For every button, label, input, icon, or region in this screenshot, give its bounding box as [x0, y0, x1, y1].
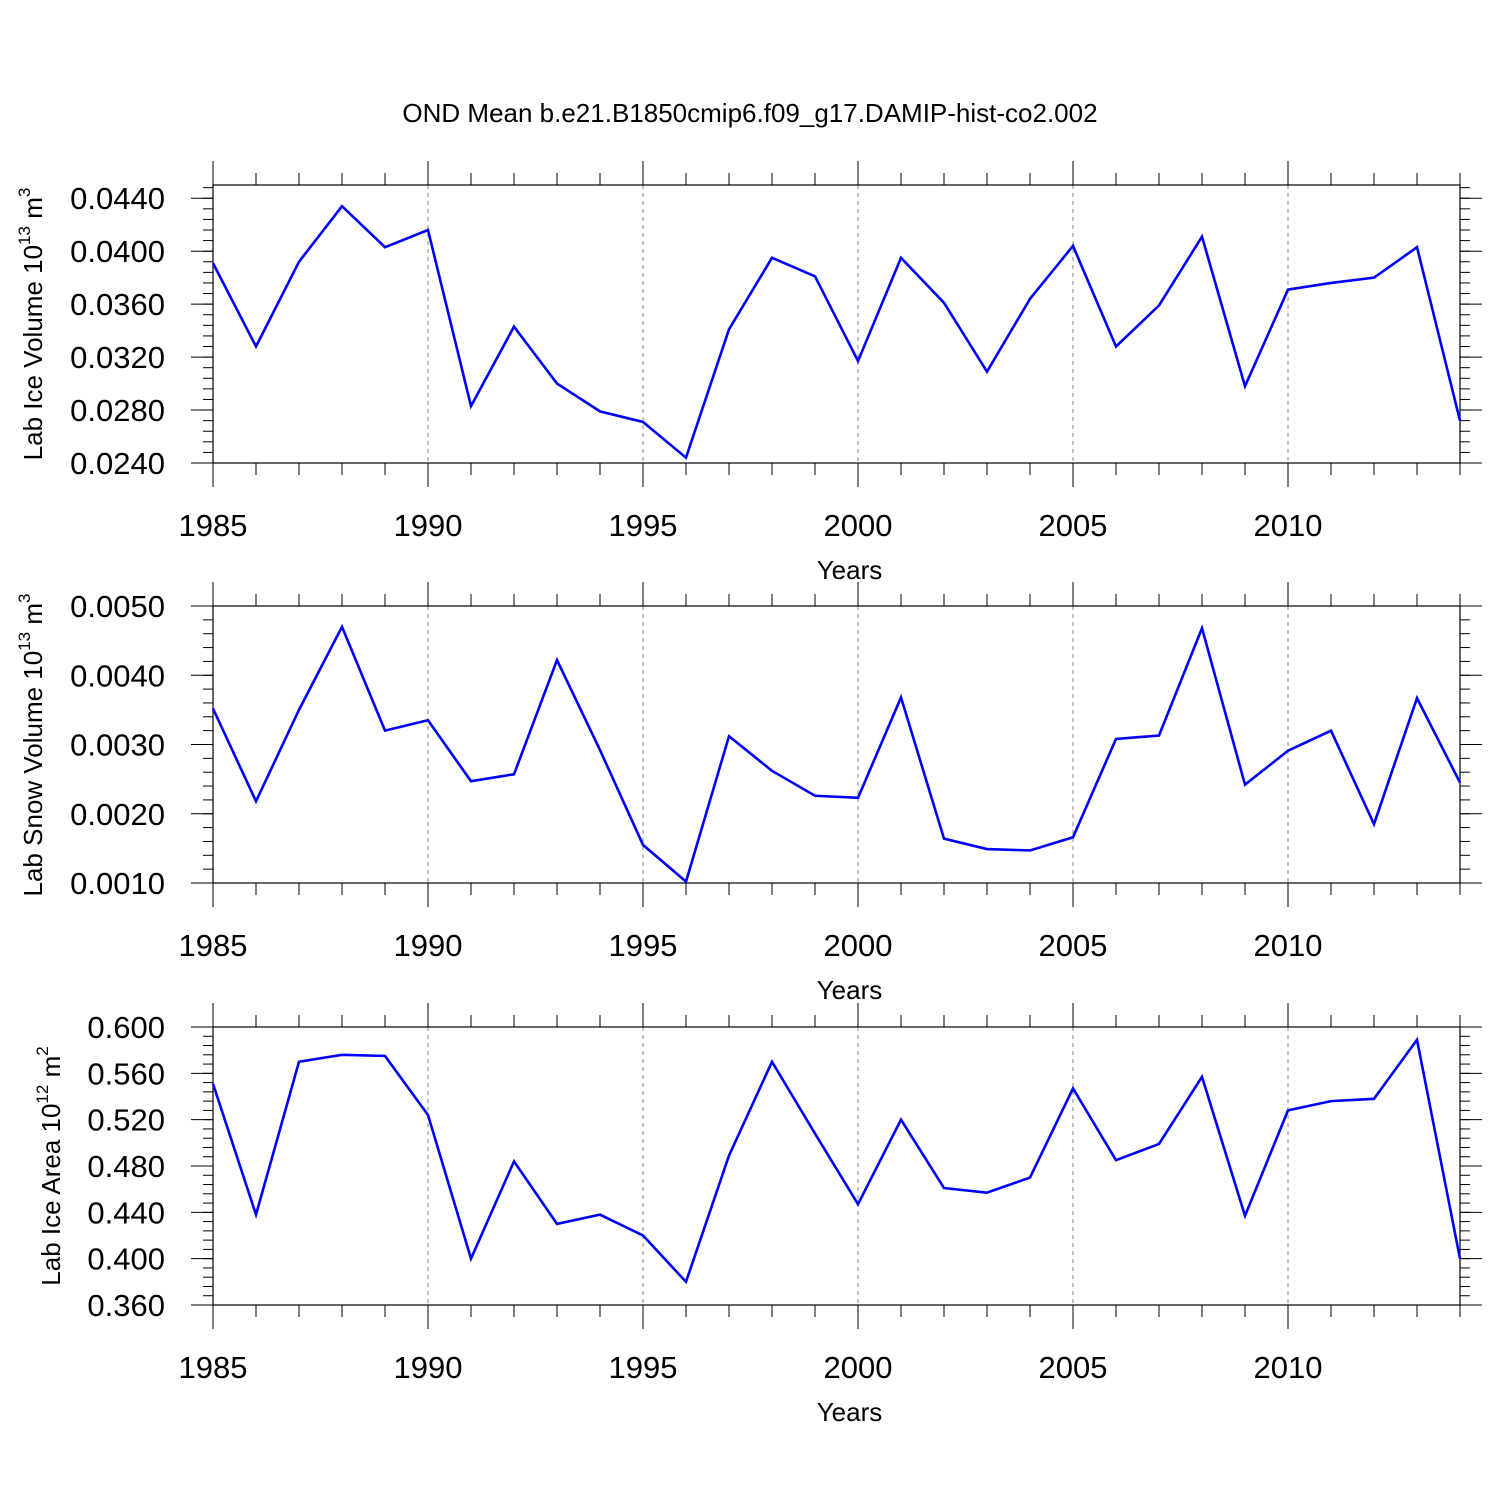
ice-area-x-tick-label: 1990	[394, 1350, 463, 1385]
snow-volume-y-axis-label-unit-exp: 3	[15, 593, 34, 602]
ice-area-x-axis-label: Years	[817, 1397, 883, 1427]
ice-volume-y-tick-label: 0.0440	[70, 181, 165, 216]
ice-volume-x-axis-label: Years	[817, 555, 883, 585]
snow-volume-x-tick-label: 2005	[1039, 928, 1108, 963]
ice-area-y-tick-label: 0.400	[87, 1242, 165, 1277]
snow-volume-x-tick-label: 1995	[609, 928, 678, 963]
ice-area-y-tick-label: 0.360	[87, 1288, 165, 1323]
ice-volume-y-axis-label-unit-exp: 3	[15, 188, 34, 197]
ice-area-x-tick-label: 2000	[824, 1350, 893, 1385]
ice-volume-y-axis-label-main: Lab Ice Volume 10	[18, 245, 48, 460]
ice-area-x-tick-label: 2010	[1254, 1350, 1323, 1385]
snow-volume-y-axis-label-main: Lab Snow Volume 10	[18, 651, 48, 897]
ice-volume-y-tick-label: 0.0320	[70, 340, 165, 375]
ice-area-y-tick-label: 0.600	[87, 1010, 165, 1045]
panel-ice-volume: 1985 1990 1995 2000 2005 2010 0.0240 0.0280 0.03…	[15, 161, 1482, 585]
ice-volume-y-tick-label: 0.0360	[70, 287, 165, 322]
ice-area-x-tick-label: 2005	[1039, 1350, 1108, 1385]
snow-volume-y-axis-label-exp: 13	[15, 632, 34, 651]
panel-snow-volume: 1985 1990 1995 2000 2005 2010 0.0010 0.0020 0.00…	[15, 582, 1482, 1005]
snow-volume-x-tick-label: 2010	[1254, 928, 1323, 963]
snow-volume-plot-frame	[212, 605, 1461, 884]
ice-volume-y-axis-label-exp: 13	[15, 226, 34, 245]
snow-volume-series-line	[211, 623, 1462, 884]
ice-volume-y-axis-label-unit: m	[18, 197, 48, 226]
ice-volume-x-tick-label: 1985	[179, 508, 248, 543]
snow-volume-x-tick-label: 1985	[179, 928, 248, 963]
ice-area-y-axis-label-main: Lab Ice Area 10	[36, 1104, 66, 1286]
ice-area-x-tick-label: 1995	[609, 1350, 678, 1385]
ice-area-y-axis-label: Lab Ice Area 1012 m2	[33, 1046, 66, 1285]
ice-volume-y-tick-label: 0.0400	[70, 234, 165, 269]
ice-volume-plot-frame	[212, 184, 1461, 464]
ice-area-series-line	[211, 1036, 1462, 1285]
snow-volume-y-tick-label: 0.0030	[70, 728, 165, 763]
ice-area-y-tick-label: 0.560	[87, 1056, 165, 1091]
ice-volume-y-tick-label: 0.0240	[70, 446, 165, 481]
snow-volume-y-axis-label: Lab Snow Volume 1013 m3	[15, 593, 48, 896]
ice-volume-series-line	[211, 204, 1462, 460]
snow-volume-y-tick-label: 0.0040	[70, 658, 165, 693]
ice-area-y-axis-label-exp: 12	[33, 1085, 52, 1104]
ice-area-y-axis-label-unit: m	[36, 1056, 66, 1085]
snow-volume-y-tick-label: 0.0020	[70, 797, 165, 832]
ice-volume-y-tick-label: 0.0280	[70, 393, 165, 428]
ice-volume-x-tick-label: 2005	[1039, 508, 1108, 543]
snow-volume-y-axis-label-unit: m	[18, 603, 48, 632]
snow-volume-x-axis-label: Years	[817, 975, 883, 1005]
ice-area-y-axis-label-unit-exp: 2	[33, 1046, 52, 1055]
ice-area-y-tick-label: 0.480	[87, 1149, 165, 1184]
snow-volume-y-tick-label: 0.0050	[70, 589, 165, 624]
snow-volume-y-tick-label: 0.0010	[70, 866, 165, 901]
ice-volume-x-tick-label: 2000	[824, 508, 893, 543]
ice-volume-x-tick-label: 2010	[1254, 508, 1323, 543]
snow-volume-x-tick-label: 1990	[394, 928, 463, 963]
ice-area-x-tick-label: 1985	[179, 1350, 248, 1385]
figure-title: OND Mean b.e21.B1850cmip6.f09_g17.DAMIP-…	[402, 98, 1097, 128]
ice-area-plot-frame	[212, 1026, 1461, 1306]
ice-volume-y-axis-label: Lab Ice Volume 1013 m3	[15, 188, 48, 461]
snow-volume-x-tick-label: 2000	[824, 928, 893, 963]
ice-volume-x-tick-label: 1990	[394, 508, 463, 543]
ice-area-y-tick-label: 0.520	[87, 1103, 165, 1138]
ice-area-y-tick-label: 0.440	[87, 1195, 165, 1230]
panel-ice-area: 1985 1990 1995 2000 2005 2010 0.360 0.400 0.440 0…	[33, 1003, 1482, 1427]
ice-volume-x-tick-label: 1995	[609, 508, 678, 543]
